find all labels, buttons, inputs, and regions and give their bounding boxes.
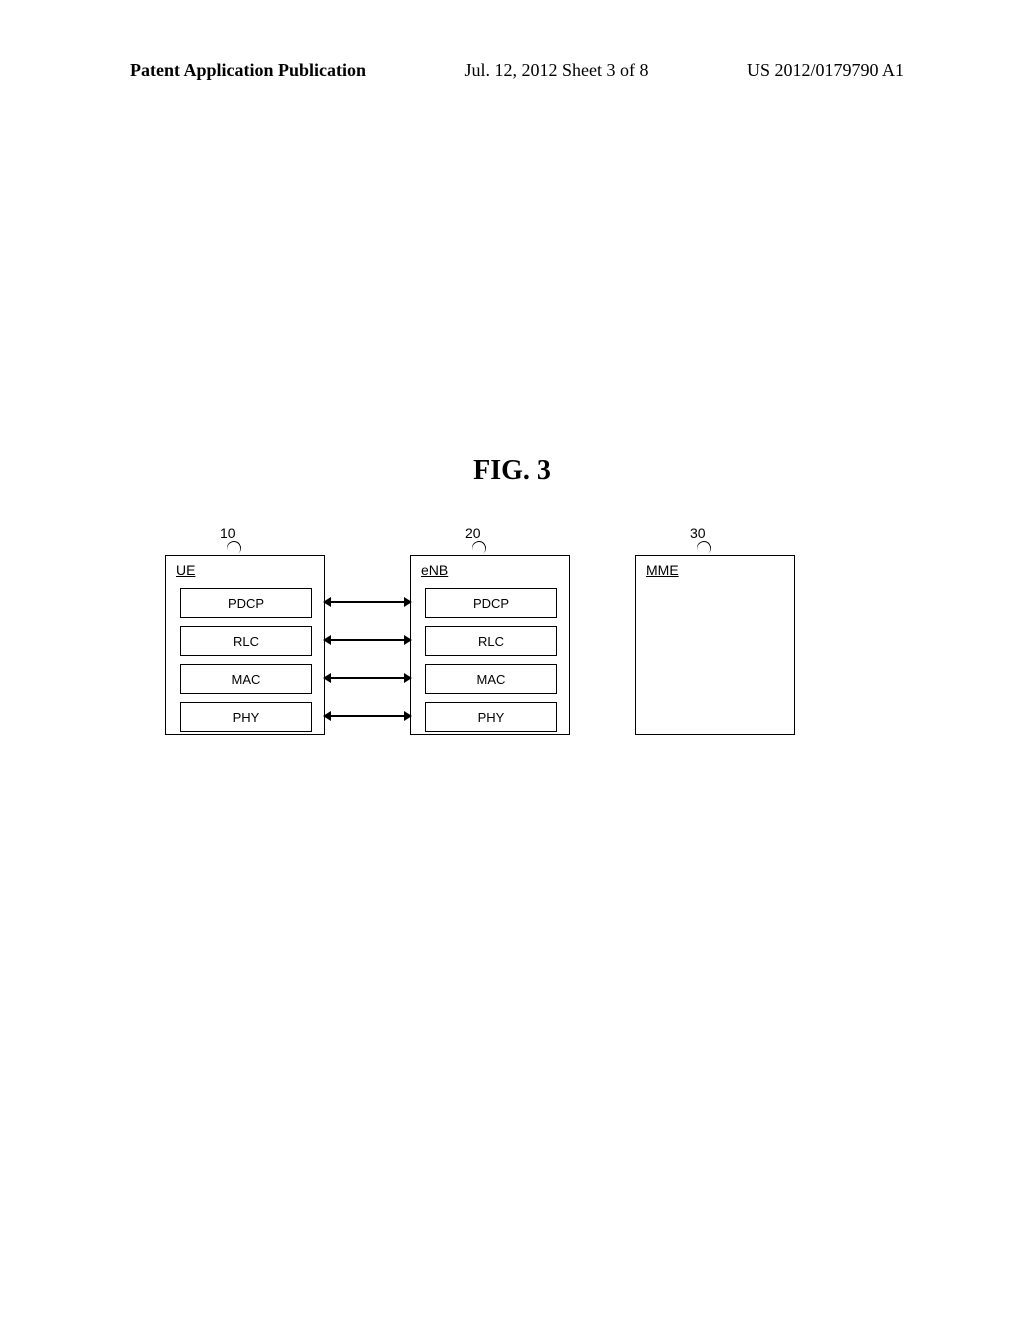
header-date-sheet: Jul. 12, 2012 Sheet 3 of 8 <box>465 60 649 81</box>
arrow-rlc-right <box>404 635 412 645</box>
enb-label: eNB <box>421 562 448 578</box>
enb-layer-rlc: RLC <box>425 626 557 656</box>
entity-enb: eNB PDCP RLC MAC PHY <box>410 555 570 735</box>
arrow-mac-right <box>404 673 412 683</box>
ref-num-ue: 10 <box>220 525 236 541</box>
arrow-pdcp-left <box>323 597 331 607</box>
entity-mme: MME <box>635 555 795 735</box>
connector-phy <box>325 715 410 717</box>
ref-num-enb: 20 <box>465 525 481 541</box>
ue-layer-rlc: RLC <box>180 626 312 656</box>
arrow-mac-left <box>323 673 331 683</box>
enb-layer-phy: PHY <box>425 702 557 732</box>
arrow-phy-left <box>323 711 331 721</box>
enb-layer-pdcp: PDCP <box>425 588 557 618</box>
header-patent-number: US 2012/0179790 A1 <box>747 60 904 81</box>
ue-layer-phy: PHY <box>180 702 312 732</box>
connector-rlc <box>325 639 410 641</box>
arrow-rlc-left <box>323 635 331 645</box>
enb-layer-mac: MAC <box>425 664 557 694</box>
arrow-pdcp-right <box>404 597 412 607</box>
entity-ue: UE PDCP RLC MAC PHY <box>165 555 325 735</box>
connector-mac <box>325 677 410 679</box>
figure-title: FIG. 3 <box>473 455 551 487</box>
header-publication: Patent Application Publication <box>130 60 366 81</box>
ue-layer-pdcp: PDCP <box>180 588 312 618</box>
arrow-phy-right <box>404 711 412 721</box>
connector-pdcp <box>325 601 410 603</box>
ref-num-mme: 30 <box>690 525 706 541</box>
ue-layer-mac: MAC <box>180 664 312 694</box>
ue-label: UE <box>176 562 195 578</box>
mme-label: MME <box>646 562 679 578</box>
